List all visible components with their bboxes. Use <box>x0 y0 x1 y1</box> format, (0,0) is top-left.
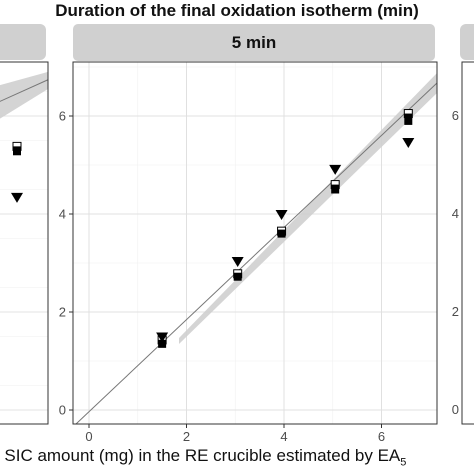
x-tick-label: 4 <box>280 429 287 444</box>
data-point-filled-square <box>404 116 413 125</box>
data-point-filled-square <box>158 339 167 348</box>
x-axis-label: r SIC amount (mg) in the RE crucible est… <box>0 446 474 468</box>
y-tick-label: 0 <box>59 403 66 418</box>
left-panel-fit-line <box>0 79 49 102</box>
right-panel-strip <box>460 24 474 60</box>
left-panel-confidence-band <box>0 71 48 119</box>
data-point-triangle <box>231 257 244 268</box>
confidence-band <box>179 73 437 344</box>
data-point-half-square-fill <box>404 113 413 118</box>
y-tick-label: 4 <box>59 207 66 222</box>
panel-background <box>73 62 437 424</box>
right-panel-border <box>461 61 474 425</box>
data-point-filled-square <box>233 272 242 281</box>
figure-title: Duration of the final oxidation isotherm… <box>55 1 419 20</box>
y-tick-label: 2 <box>59 305 66 320</box>
panel-strip-label: 5 min <box>73 24 435 61</box>
right-panel-y-tick-label: 6 <box>452 108 459 123</box>
fit-line <box>75 82 438 425</box>
data-point-triangle <box>275 209 288 220</box>
x-tick-label: 0 <box>85 429 92 444</box>
x-tick-label: 6 <box>378 429 385 444</box>
data-point-filled-square <box>331 185 340 194</box>
right-panel-y-tick-label: 0 <box>452 402 459 417</box>
data-point-triangle <box>329 164 342 175</box>
left-panel-background <box>0 62 48 424</box>
panel-border <box>72 61 438 425</box>
left-panel-strip <box>0 24 46 60</box>
x-tick-label: 2 <box>183 429 190 444</box>
data-point-filled-square <box>277 229 286 238</box>
left-panel-point-filled-square <box>13 147 21 156</box>
left-panel-point-triangle <box>11 192 23 203</box>
right-panel-y-tick-label: 4 <box>452 206 459 221</box>
right-panel-y-tick-label: 2 <box>452 304 459 319</box>
y-tick-label: 6 <box>59 109 66 124</box>
left-panel-border <box>0 61 49 425</box>
x-axis-label-subscript: 5 <box>400 456 407 469</box>
data-point-triangle <box>402 137 415 148</box>
x-axis-label-text: r SIC amount (mg) in the RE crucible est… <box>0 446 401 465</box>
data-point-triangle <box>156 332 169 343</box>
